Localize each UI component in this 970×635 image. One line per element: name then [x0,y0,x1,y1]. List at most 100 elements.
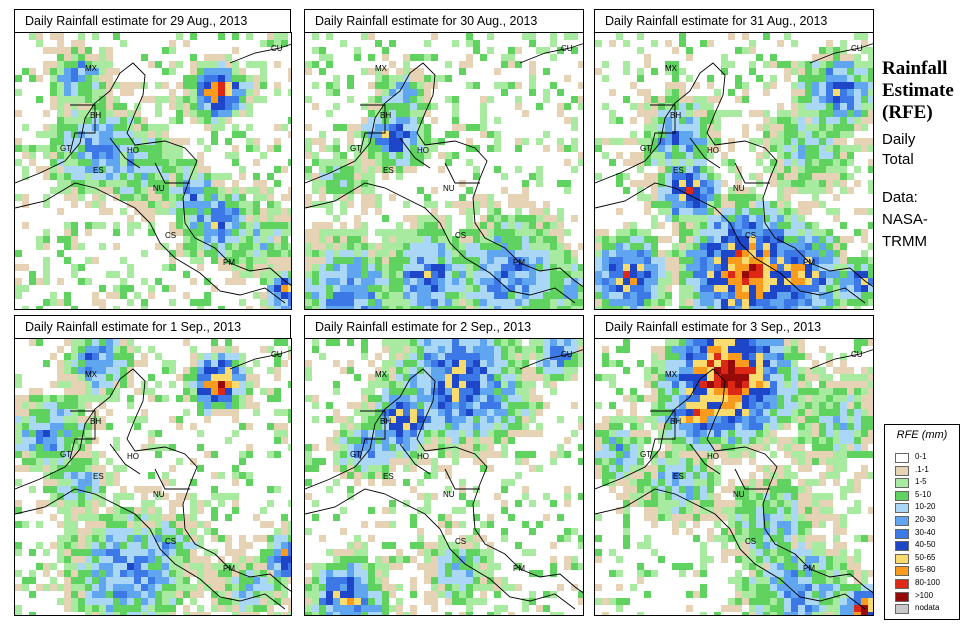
rainfall-cell [288,131,291,138]
rainfall-cell [466,124,473,131]
rainfall-cell [288,521,291,528]
rainfall-cell [459,243,466,250]
rainfall-cell [15,409,22,416]
rainfall-cell [784,299,791,306]
rainfall-cell [169,299,176,306]
rainfall-cell [389,117,396,124]
rainfall-cell [78,145,85,152]
rainfall-cell [424,243,431,250]
rainfall-cell [424,201,431,208]
rainfall-cell [99,47,106,54]
rainfall-cell [71,409,78,416]
rainfall-cell [833,236,840,243]
rainfall-cell [840,110,847,117]
rainfall-cell [43,465,50,472]
rainfall-cell [389,388,396,395]
rainfall-cell [494,201,501,208]
rainfall-cell [246,124,253,131]
rainfall-cell [43,145,50,152]
rainfall-cell [211,360,218,367]
rainfall-cell [445,96,452,103]
rainfall-cell [679,173,686,180]
rainfall-cell [438,236,445,243]
rainfall-cell [543,339,550,346]
rainfall-cell [162,493,169,500]
rainfall-cell [445,437,452,444]
rainfall-cell [728,194,735,201]
rainfall-cell [36,507,43,514]
rainfall-cell [288,542,291,549]
rainfall-cell [71,271,78,278]
rainfall-cell [204,250,211,257]
rainfall-cell [99,486,106,493]
rainfall-cell [564,229,571,236]
rainfall-cell [253,229,260,236]
rainfall-cell [665,194,672,201]
rainfall-cell [861,271,868,278]
rainfall-cell [354,299,361,306]
rainfall-cell [169,514,176,521]
rainfall-cell [452,236,459,243]
rainfall-cell [466,306,473,309]
rainfall-cell [64,159,71,166]
rainfall-cell [543,145,550,152]
rainfall-cell [840,236,847,243]
rainfall-cell [162,47,169,54]
rainfall-cell [127,285,134,292]
rainfall-cell [714,257,721,264]
rainfall-cell [204,243,211,250]
rainfall-cell [64,542,71,549]
rainfall-cell [319,194,326,201]
rainfall-cell [326,563,333,570]
rainfall-cell [557,360,564,367]
rainfall-cell [452,110,459,117]
rainfall-cell [693,306,700,309]
rainfall-cell [92,138,99,145]
rainfall-cell [403,54,410,61]
rainfall-cell [707,250,714,257]
rainfall-cell [347,187,354,194]
rainfall-cell [522,215,529,222]
rainfall-cell [763,110,770,117]
rainfall-cell [326,416,333,423]
rainfall-cell [246,374,253,381]
rainfall-cell [382,374,389,381]
rainfall-cell [459,423,466,430]
rainfall-cell [403,367,410,374]
rainfall-cell [155,430,162,437]
rainfall-cell [197,409,204,416]
rainfall-cell [281,257,288,264]
rainfall-cell [791,96,798,103]
rainfall-cell [672,47,679,54]
rainfall-cell [354,285,361,292]
rainfall-cell [141,409,148,416]
rainfall-cell [183,243,190,250]
rainfall-cell [798,152,805,159]
rainfall-cell [424,264,431,271]
rainfall-cell [197,360,204,367]
rainfall-cell [211,61,218,68]
rainfall-cell [99,549,106,556]
rainfall-cell [36,402,43,409]
rainfall-cell [57,542,64,549]
rainfall-cell [473,346,480,353]
rainfall-cell [501,250,508,257]
rainfall-cell [134,222,141,229]
rainfall-cell [686,208,693,215]
rainfall-cell [368,103,375,110]
rainfall-cell [721,54,728,61]
rainfall-cell [155,584,162,591]
rainfall-cell [777,194,784,201]
rainfall-cell [190,367,197,374]
rainfall-cell [431,395,438,402]
rainfall-cell [85,549,92,556]
rainfall-cell [347,577,354,584]
rainfall-cell [707,292,714,299]
rainfall-cell [340,556,347,563]
rainfall-cell [431,584,438,591]
rainfall-cell [64,54,71,61]
rainfall-cell [239,374,246,381]
rainfall-cell [473,570,480,577]
rainfall-cell [847,236,854,243]
